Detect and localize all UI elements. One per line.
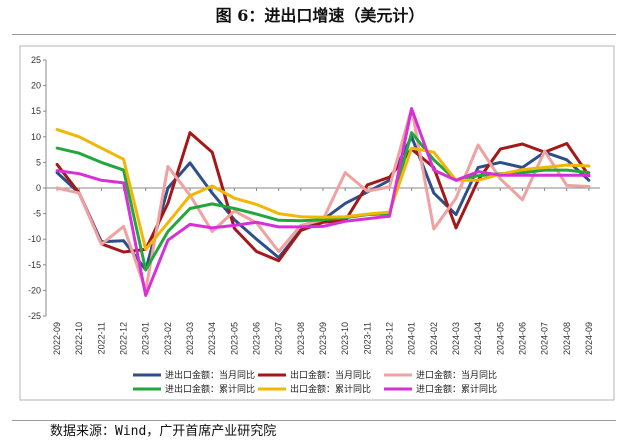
y-tick-label: -20 — [28, 285, 41, 295]
series-line-6 — [55, 107, 591, 297]
x-tick-label: 2023-10 — [340, 322, 350, 355]
x-tick-label: 2022-09 — [52, 322, 62, 355]
source-note: 数据来源：Wind，广开首席产业研究院 — [50, 424, 277, 439]
y-tick-label: -10 — [28, 234, 41, 244]
x-tick-label: 2024-08 — [562, 322, 572, 355]
y-tick-label: 25 — [31, 55, 41, 65]
series-line-3 — [55, 107, 591, 292]
x-tick-label: 2023-03 — [185, 322, 195, 355]
x-tick-label: 2023-08 — [296, 322, 306, 355]
legend-label: 进口金额：累计同比 — [416, 383, 497, 395]
chart-border — [19, 45, 615, 401]
legend-label: 进口金额：当月同比 — [416, 369, 497, 381]
chart-lines — [55, 107, 591, 297]
y-tick-label: -5 — [33, 209, 41, 219]
x-tick-label: 2023-09 — [318, 322, 328, 355]
x-tick-label: 2022-12 — [119, 322, 129, 355]
y-tick-label: 20 — [31, 81, 41, 91]
x-tick-label: 2023-11 — [362, 322, 372, 354]
x-tick-label: 2024-04 — [473, 322, 483, 355]
chart-axes: -25 -20 -15 -10 -5 0 5 10 15 20 25 2022-09 2022-10 20… — [28, 55, 600, 355]
x-tick-label: 2024-07 — [540, 322, 550, 355]
x-tick-label: 2024-06 — [517, 322, 527, 355]
legend-label: 进出口金额：累计同比 — [165, 383, 255, 395]
x-tick-label: 2024-09 — [584, 322, 594, 355]
y-tick-label: 15 — [31, 106, 41, 116]
x-tick-label: 2022-10 — [74, 322, 84, 355]
x-tick-label: 2024-05 — [495, 322, 505, 355]
x-tick-label: 2023-07 — [274, 322, 284, 355]
series-line-2 — [55, 131, 591, 263]
x-tick-label: 2023-12 — [384, 322, 394, 355]
legend-label: 出口金额：当月同比 — [290, 369, 371, 381]
x-tick-label: 2023-01 — [141, 322, 151, 355]
y-tick-label: 5 — [36, 157, 41, 167]
x-tick-label: 2023-04 — [207, 322, 217, 355]
x-tick-label: 2023-06 — [252, 322, 262, 355]
x-tick-label: 2022-11 — [96, 322, 106, 354]
y-tick-label: -15 — [28, 260, 41, 270]
bottom-divider — [12, 420, 616, 421]
x-tick-label: 2023-05 — [229, 322, 239, 355]
legend-label: 进出口金额：当月同比 — [165, 369, 255, 381]
x-tick-label: 2024-02 — [429, 322, 439, 355]
y-tick-label: 0 — [36, 183, 41, 193]
x-tick-label: 2023-02 — [163, 322, 173, 355]
figure-title: 图 6：进出口增速（美元计） — [215, 6, 425, 25]
y-tick-label: -25 — [28, 311, 41, 321]
legend-label: 出口金额：累计同比 — [290, 383, 371, 395]
x-tick-label: 2024-03 — [451, 322, 461, 355]
y-tick-label: 10 — [31, 132, 41, 142]
x-tick-label: 2024-01 — [407, 322, 417, 355]
top-divider — [12, 34, 616, 35]
